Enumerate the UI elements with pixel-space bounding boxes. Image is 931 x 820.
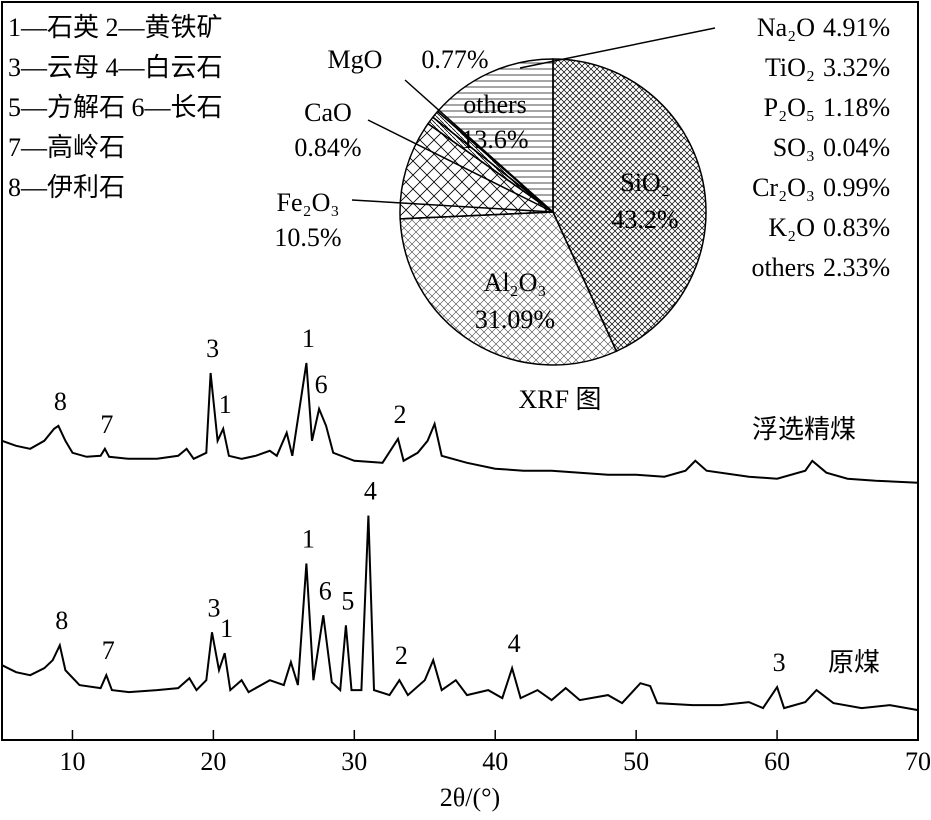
breakdown-value: 4.91% — [823, 13, 890, 42]
x-tick-label: 40 — [482, 747, 508, 776]
xrd-line — [1, 515, 919, 712]
x-tick-label: 70 — [905, 747, 931, 776]
pie-slice — [399, 122, 556, 220]
x-axis-label: 2θ/(°) — [440, 783, 500, 812]
peak-label: 7 — [102, 636, 115, 665]
series-label: 原煤 — [828, 648, 880, 677]
pie-value-label: 13.6% — [461, 125, 528, 154]
pie-label: SiO₂ — [620, 168, 670, 197]
peak-label: 1 — [302, 324, 315, 353]
peak-label: 1 — [220, 614, 233, 643]
pie-value-label: 31.09% — [475, 305, 555, 334]
pie-slice — [552, 58, 707, 353]
series-label: 浮选精煤 — [752, 415, 856, 444]
legend-note: 7—高岭石 — [8, 133, 125, 162]
peak-label: 3 — [773, 648, 786, 677]
breakdown-value: 2.33% — [823, 253, 890, 282]
peak-label: 6 — [315, 370, 328, 399]
peak-label: 6 — [319, 576, 332, 605]
legend-note: 1—石英 2—黄铁矿 — [8, 13, 223, 42]
breakdown-value: 1.18% — [823, 93, 890, 122]
legend-note: 5—方解石 6—长石 — [8, 93, 223, 122]
pie-label: Fe₂O₃ — [277, 188, 340, 217]
peak-label: 8 — [54, 387, 67, 416]
x-tick-label: 60 — [764, 747, 790, 776]
breakdown-value: 0.99% — [823, 173, 890, 202]
breakdown-value: 3.32% — [823, 53, 890, 82]
xrd-line — [1, 362, 919, 484]
x-tick-label: 30 — [341, 747, 367, 776]
legend-note: 8—伊利石 — [8, 173, 125, 202]
pie-label: MgO — [328, 45, 383, 74]
plot-frame — [1, 1, 919, 741]
x-tick-label: 50 — [623, 747, 649, 776]
pie-value-label: 0.84% — [294, 133, 361, 162]
breakdown-name: K₂O — [768, 213, 815, 242]
peak-label: 1 — [302, 524, 315, 553]
pie-slice — [399, 211, 618, 366]
pie-label: others — [463, 90, 527, 119]
peak-label: 4 — [364, 477, 377, 506]
pie-label: Al₂O₃ — [484, 268, 547, 297]
x-tick-label: 10 — [59, 747, 85, 776]
peak-label: 7 — [100, 410, 113, 439]
pie-slice — [436, 58, 554, 214]
breakdown-value: 0.83% — [823, 213, 890, 242]
legend-note: 3—云母 4—白云石 — [8, 53, 223, 82]
peak-label: 2 — [395, 641, 408, 670]
breakdown-name: SO₃ — [773, 133, 815, 162]
peak-label: 5 — [341, 586, 354, 615]
peak-label: 8 — [55, 606, 68, 635]
x-tick-label: 20 — [200, 747, 226, 776]
pie-label: CaO — [304, 98, 352, 127]
peak-label: 2 — [393, 400, 406, 429]
breakdown-name: TiO₂ — [765, 53, 815, 82]
pie-value-label: 0.77% — [421, 45, 488, 74]
breakdown-name: Na₂O — [757, 13, 815, 42]
pie-title: XRF 图 — [518, 385, 601, 414]
peak-label: 3 — [207, 593, 220, 622]
breakdown-name: P₂O₅ — [764, 93, 815, 122]
peak-label: 1 — [219, 390, 232, 419]
peak-label: 4 — [508, 629, 521, 658]
pie-value-label: 10.5% — [274, 223, 341, 252]
breakdown-name: Cr₂O₃ — [752, 173, 815, 202]
pie-value-label: 43.2% — [611, 205, 678, 234]
breakdown-value: 0.04% — [823, 133, 890, 162]
breakdown-name: others — [751, 253, 815, 282]
peak-label: 3 — [206, 334, 219, 363]
